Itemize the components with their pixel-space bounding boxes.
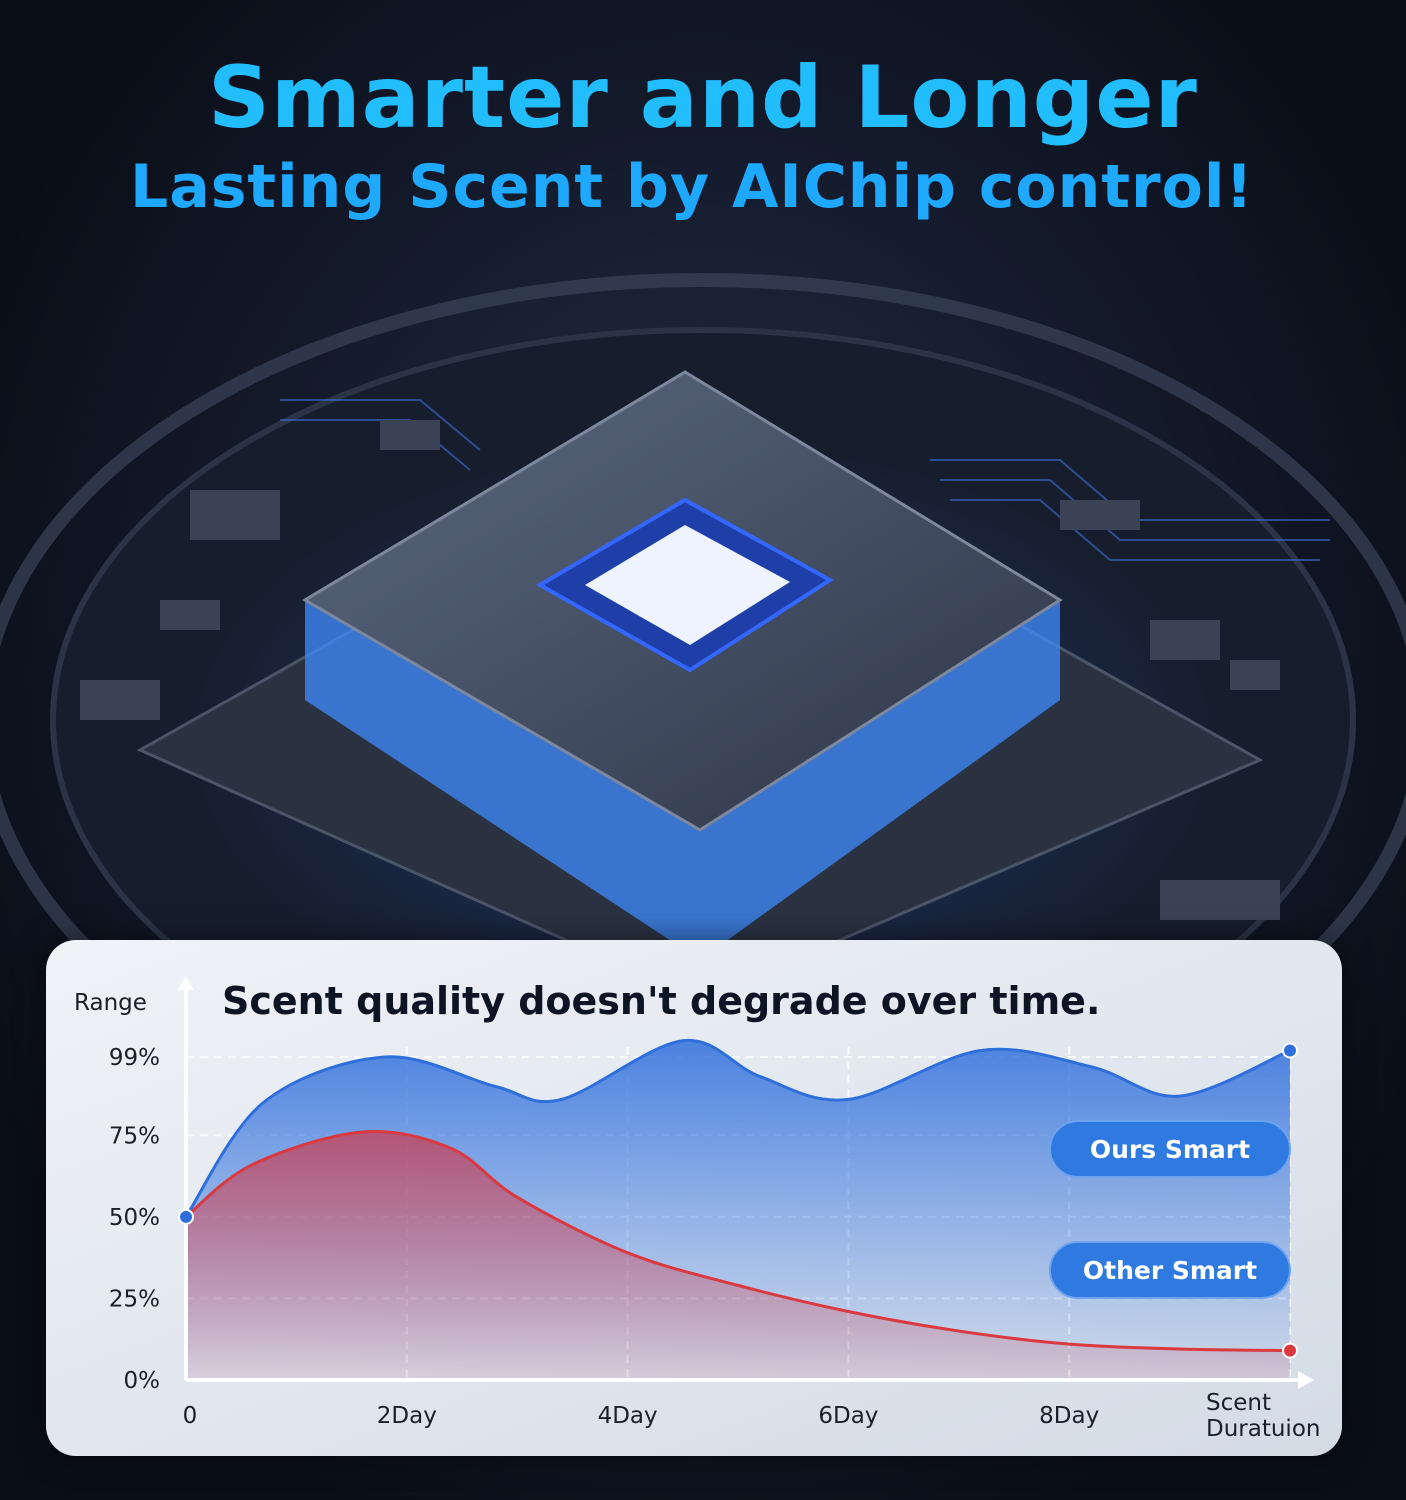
x-tick-label: 4Day — [598, 1403, 658, 1429]
y-tick-label: 0% — [124, 1368, 161, 1394]
scent-quality-chart: Scent quality doesn't degrade over time.… — [74, 976, 1320, 1442]
circuit-components — [80, 420, 1280, 920]
y-tick-label: 75% — [109, 1123, 160, 1149]
y-tick-label: 99% — [109, 1045, 160, 1071]
headline-line-1: Smarter and Longer — [208, 48, 1198, 148]
x-axis-label-line-2: Duratuion — [1206, 1416, 1320, 1442]
chip-side-glow — [305, 600, 1060, 960]
legend-label-ours: Ours Smart — [1090, 1135, 1250, 1164]
end-point-ours-smart — [1282, 1042, 1298, 1059]
x-axis-label-line-1: Scent — [1206, 1390, 1271, 1416]
x-tick-label: 6Day — [818, 1403, 878, 1429]
chip-core-light — [585, 525, 790, 645]
line-ours-smart — [184, 1039, 1291, 1218]
headline-line-2: Lasting Scent by AIChip control! — [130, 152, 1254, 222]
x-tick-label: 0 — [183, 1403, 198, 1429]
start-point — [178, 1208, 194, 1225]
x-axis-arrow — [1298, 1371, 1314, 1389]
y-axis-arrow — [178, 976, 194, 990]
x-tick-label: 2Day — [377, 1403, 437, 1429]
legend-ours-smart: Ours Smart — [1049, 1120, 1291, 1178]
legend-label-other: Other Smart — [1083, 1256, 1257, 1285]
y-axis-label: Range — [74, 990, 147, 1016]
area-other-smart — [186, 1131, 1290, 1380]
chart-title: Scent quality doesn't degrade over time. — [222, 979, 1100, 1023]
line-other-smart — [185, 1130, 1291, 1353]
y-tick-label: 25% — [109, 1286, 160, 1312]
x-tick-label: 8Day — [1039, 1403, 1099, 1429]
legend-other-smart: Other Smart — [1049, 1241, 1291, 1299]
chart-panel: Scent quality doesn't degrade over time.… — [46, 940, 1342, 1456]
y-tick-label: 50% — [109, 1205, 160, 1231]
end-point-other-smart — [1282, 1342, 1298, 1359]
